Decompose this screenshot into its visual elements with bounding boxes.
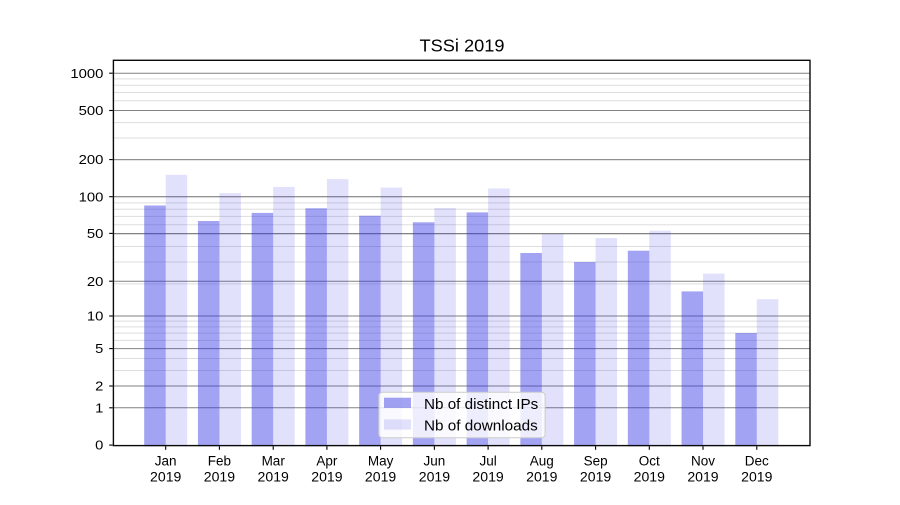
svg-text:2019: 2019: [258, 469, 289, 484]
svg-text:20: 20: [87, 274, 104, 289]
svg-text:2019: 2019: [634, 469, 665, 484]
svg-text:Nov: Nov: [691, 453, 715, 468]
svg-text:50: 50: [87, 226, 104, 241]
svg-text:Jun: Jun: [424, 453, 446, 468]
svg-text:2019: 2019: [204, 469, 235, 484]
svg-text:2019: 2019: [419, 469, 450, 484]
svg-text:Apr: Apr: [316, 453, 338, 468]
svg-text:2019: 2019: [580, 469, 611, 484]
svg-text:Jan: Jan: [155, 453, 177, 468]
svg-text:2: 2: [95, 379, 103, 394]
svg-text:TSSi 2019: TSSi 2019: [420, 36, 505, 56]
svg-text:5: 5: [95, 341, 103, 356]
svg-text:Aug: Aug: [530, 453, 554, 468]
svg-text:Oct: Oct: [639, 453, 660, 468]
svg-text:2019: 2019: [741, 469, 772, 484]
svg-text:Nb of distinct IPs: Nb of distinct IPs: [424, 396, 538, 413]
svg-text:Jul: Jul: [479, 453, 496, 468]
svg-text:Dec: Dec: [745, 453, 769, 468]
svg-text:200: 200: [79, 152, 104, 167]
svg-text:2019: 2019: [311, 469, 342, 484]
svg-text:Sep: Sep: [584, 453, 608, 468]
svg-text:0: 0: [95, 438, 103, 453]
svg-text:100: 100: [79, 189, 104, 204]
svg-text:2019: 2019: [365, 469, 396, 484]
svg-text:Mar: Mar: [262, 453, 286, 468]
svg-text:500: 500: [79, 103, 104, 118]
svg-text:2019: 2019: [687, 469, 718, 484]
svg-text:2019: 2019: [150, 469, 181, 484]
svg-text:Nb of downloads: Nb of downloads: [424, 418, 538, 435]
svg-text:2019: 2019: [526, 469, 557, 484]
svg-text:2019: 2019: [472, 469, 503, 484]
svg-text:10: 10: [87, 309, 104, 324]
svg-text:Feb: Feb: [208, 453, 231, 468]
svg-text:May: May: [368, 453, 394, 468]
svg-text:1: 1: [95, 400, 103, 415]
svg-text:1000: 1000: [70, 66, 103, 81]
